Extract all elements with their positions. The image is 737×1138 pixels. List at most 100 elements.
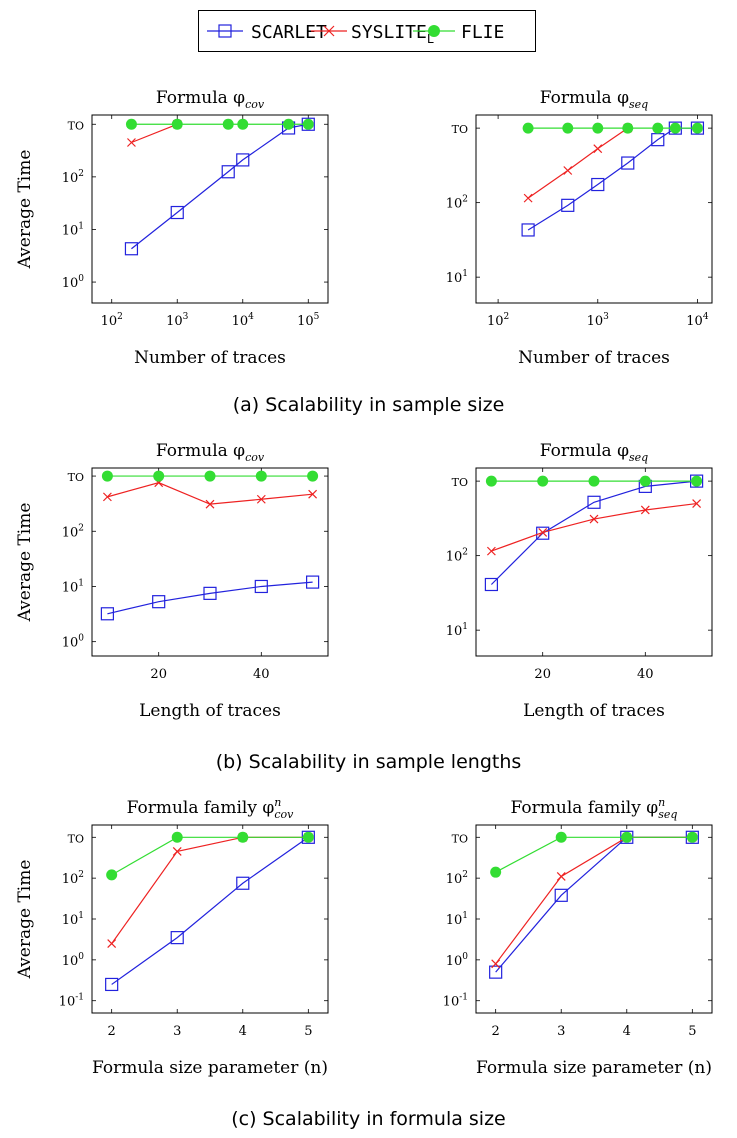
data-point — [127, 138, 136, 147]
y-tick-label: 10-1 — [59, 993, 84, 1010]
x-axis-label: Number of traces — [134, 348, 286, 368]
y-tick-label: 102 — [62, 870, 84, 887]
data-point — [125, 118, 137, 130]
series-flie — [490, 831, 698, 878]
data-point — [105, 977, 119, 992]
y-tick-label: TO — [68, 832, 84, 845]
data-point — [523, 193, 533, 203]
caption-c: (c) Scalability in formula size — [231, 1108, 506, 1130]
data-point — [692, 499, 702, 508]
data-point — [222, 118, 234, 130]
series-line — [491, 502, 697, 552]
data-point — [170, 931, 184, 945]
y-axis-label: Average Time — [15, 150, 35, 270]
series-line — [131, 123, 309, 250]
data-point — [306, 575, 320, 589]
x-tick-label: 20 — [534, 667, 551, 682]
y-tick-label: TO — [452, 832, 468, 845]
x-tick-label: 40 — [637, 667, 654, 682]
y-tick-label: 102 — [446, 870, 468, 887]
series-scarlet — [484, 474, 704, 592]
data-point — [308, 489, 318, 499]
series-scarlet — [105, 830, 315, 992]
chart-1: Formula φcov 102 103 104 105 100 101 102 TO Numbe… — [15, 88, 329, 368]
data-point — [170, 205, 184, 220]
data-point — [171, 118, 183, 130]
y-axis-label: Average Time — [15, 860, 35, 980]
data-point — [255, 470, 267, 482]
y-tick-label: 100 — [446, 952, 469, 969]
x-axis-label: Length of traces — [523, 701, 665, 721]
series-scarlet — [489, 830, 699, 979]
x-tick-label: 105 — [297, 312, 320, 329]
data-point — [686, 831, 698, 843]
series-syslite-l — [102, 478, 318, 509]
data-point — [153, 470, 165, 482]
series-line — [107, 482, 313, 505]
data-point — [205, 499, 215, 509]
x-tick-label: 2 — [108, 1024, 116, 1039]
chart-3: Formula φcov 20 40 100 101 102 TO Length of tra… — [15, 441, 329, 721]
data-point — [591, 177, 605, 192]
plot-frame — [475, 114, 713, 304]
x-tick-label: 3 — [557, 1024, 565, 1039]
data-point — [555, 831, 567, 843]
data-point — [490, 866, 502, 878]
x-tick-label: 104 — [686, 312, 709, 329]
data-point — [652, 122, 664, 134]
x-tick-label: 102 — [487, 312, 509, 329]
chart-4: Formula φseq 20 40 101 102 TO Length of traces — [446, 441, 713, 721]
data-point — [254, 579, 268, 594]
x-axis-label: Formula size parameter (n) — [476, 1058, 712, 1078]
data-point — [172, 847, 182, 856]
data-point — [302, 118, 314, 130]
series-flie — [101, 470, 319, 482]
data-point — [101, 470, 113, 482]
data-point — [100, 607, 114, 621]
chart-title: Formula family φn cov — [127, 796, 294, 821]
series-syslite-l — [107, 832, 313, 949]
data-point — [237, 831, 249, 843]
data-point — [589, 514, 599, 524]
legend-label-scarlet: SCARLET — [251, 22, 327, 43]
chart-title: Formula φcov — [156, 441, 265, 464]
data-point — [124, 242, 139, 256]
plot-frame — [91, 467, 329, 657]
data-point — [669, 122, 681, 134]
caption-b: (b) Scalability in sample lengths — [215, 751, 522, 773]
x-tick-label: 2 — [492, 1024, 500, 1039]
data-point — [621, 831, 633, 843]
x-tick-label: 103 — [166, 312, 189, 329]
svg-text:SYSLITEL: SYSLITEL — [351, 22, 434, 46]
x-axis-label: Formula size parameter (n) — [92, 1058, 328, 1078]
data-point — [491, 959, 501, 969]
y-tick-label: 102 — [62, 523, 84, 540]
series-syslite-l — [486, 499, 702, 556]
data-point — [639, 475, 651, 487]
y-tick-label: TO — [68, 471, 84, 484]
data-point — [651, 133, 665, 147]
data-point — [106, 869, 118, 881]
series-flie — [106, 831, 314, 881]
series-flie — [125, 118, 314, 130]
series-flie — [522, 122, 703, 134]
chart-title: Formula family φn seq — [511, 796, 678, 821]
chart-2: Formula φseq 102 103 104 101 102 TO Number of t… — [446, 88, 713, 368]
legend-label-syslite: SYSLITE — [351, 22, 427, 43]
y-tick-label: 101 — [62, 911, 84, 928]
y-tick-label: 100 — [62, 274, 85, 291]
data-point — [587, 495, 601, 509]
series-scarlet — [100, 575, 320, 621]
data-point — [593, 144, 603, 154]
data-point — [691, 475, 703, 487]
data-point — [489, 965, 503, 979]
data-point — [237, 118, 249, 130]
data-point — [536, 526, 550, 540]
data-point — [556, 872, 566, 881]
y-tick-label: 100 — [62, 634, 85, 651]
data-point — [307, 470, 319, 482]
data-point — [538, 527, 548, 537]
data-point — [107, 939, 117, 949]
data-point — [256, 494, 266, 504]
